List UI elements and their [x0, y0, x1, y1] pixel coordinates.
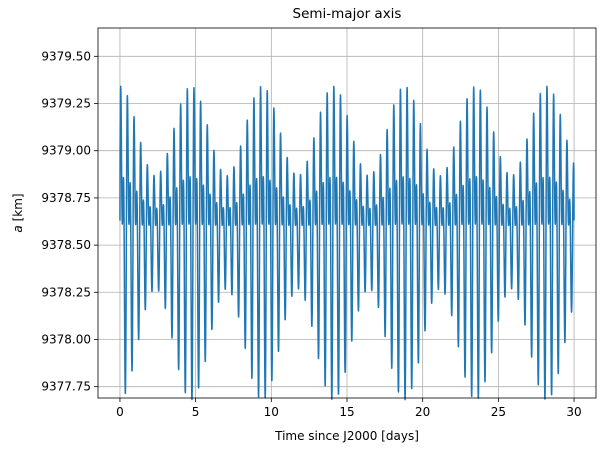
x-tick-label: 0: [116, 405, 124, 419]
x-tick-label: 5: [192, 405, 200, 419]
y-tick-label: 9378.75: [41, 191, 91, 205]
y-axis-label: a [km]: [11, 193, 25, 232]
y-axis-ticks: 9377.75 9378.00 9378.25 9378.50 9378.75 9379.…: [41, 49, 98, 394]
y-tick-label: 9379.00: [41, 144, 91, 158]
chart-title: Semi-major axis: [293, 6, 402, 22]
x-tick-label: 10: [264, 405, 279, 419]
x-tick-label: 25: [491, 405, 506, 419]
x-axis-ticks: 0 5 10 15 20 25 30: [116, 398, 582, 419]
y-tick-label: 9377.75: [41, 380, 91, 394]
x-tick-label: 15: [339, 405, 354, 419]
x-axis-label: Time since J2000 [days]: [274, 429, 419, 443]
y-axis-label-var: a: [11, 225, 25, 232]
y-tick-label: 9379.25: [41, 97, 91, 111]
y-tick-label: 9378.00: [41, 332, 91, 346]
x-tick-label: 30: [566, 405, 581, 419]
y-tick-label: 9379.50: [41, 49, 91, 63]
y-tick-label: 9378.50: [41, 238, 91, 252]
y-axis-label-unit: [km]: [11, 193, 25, 225]
x-tick-label: 20: [415, 405, 430, 419]
series-line: [119, 85, 575, 401]
y-tick-label: 9378.25: [41, 285, 91, 299]
